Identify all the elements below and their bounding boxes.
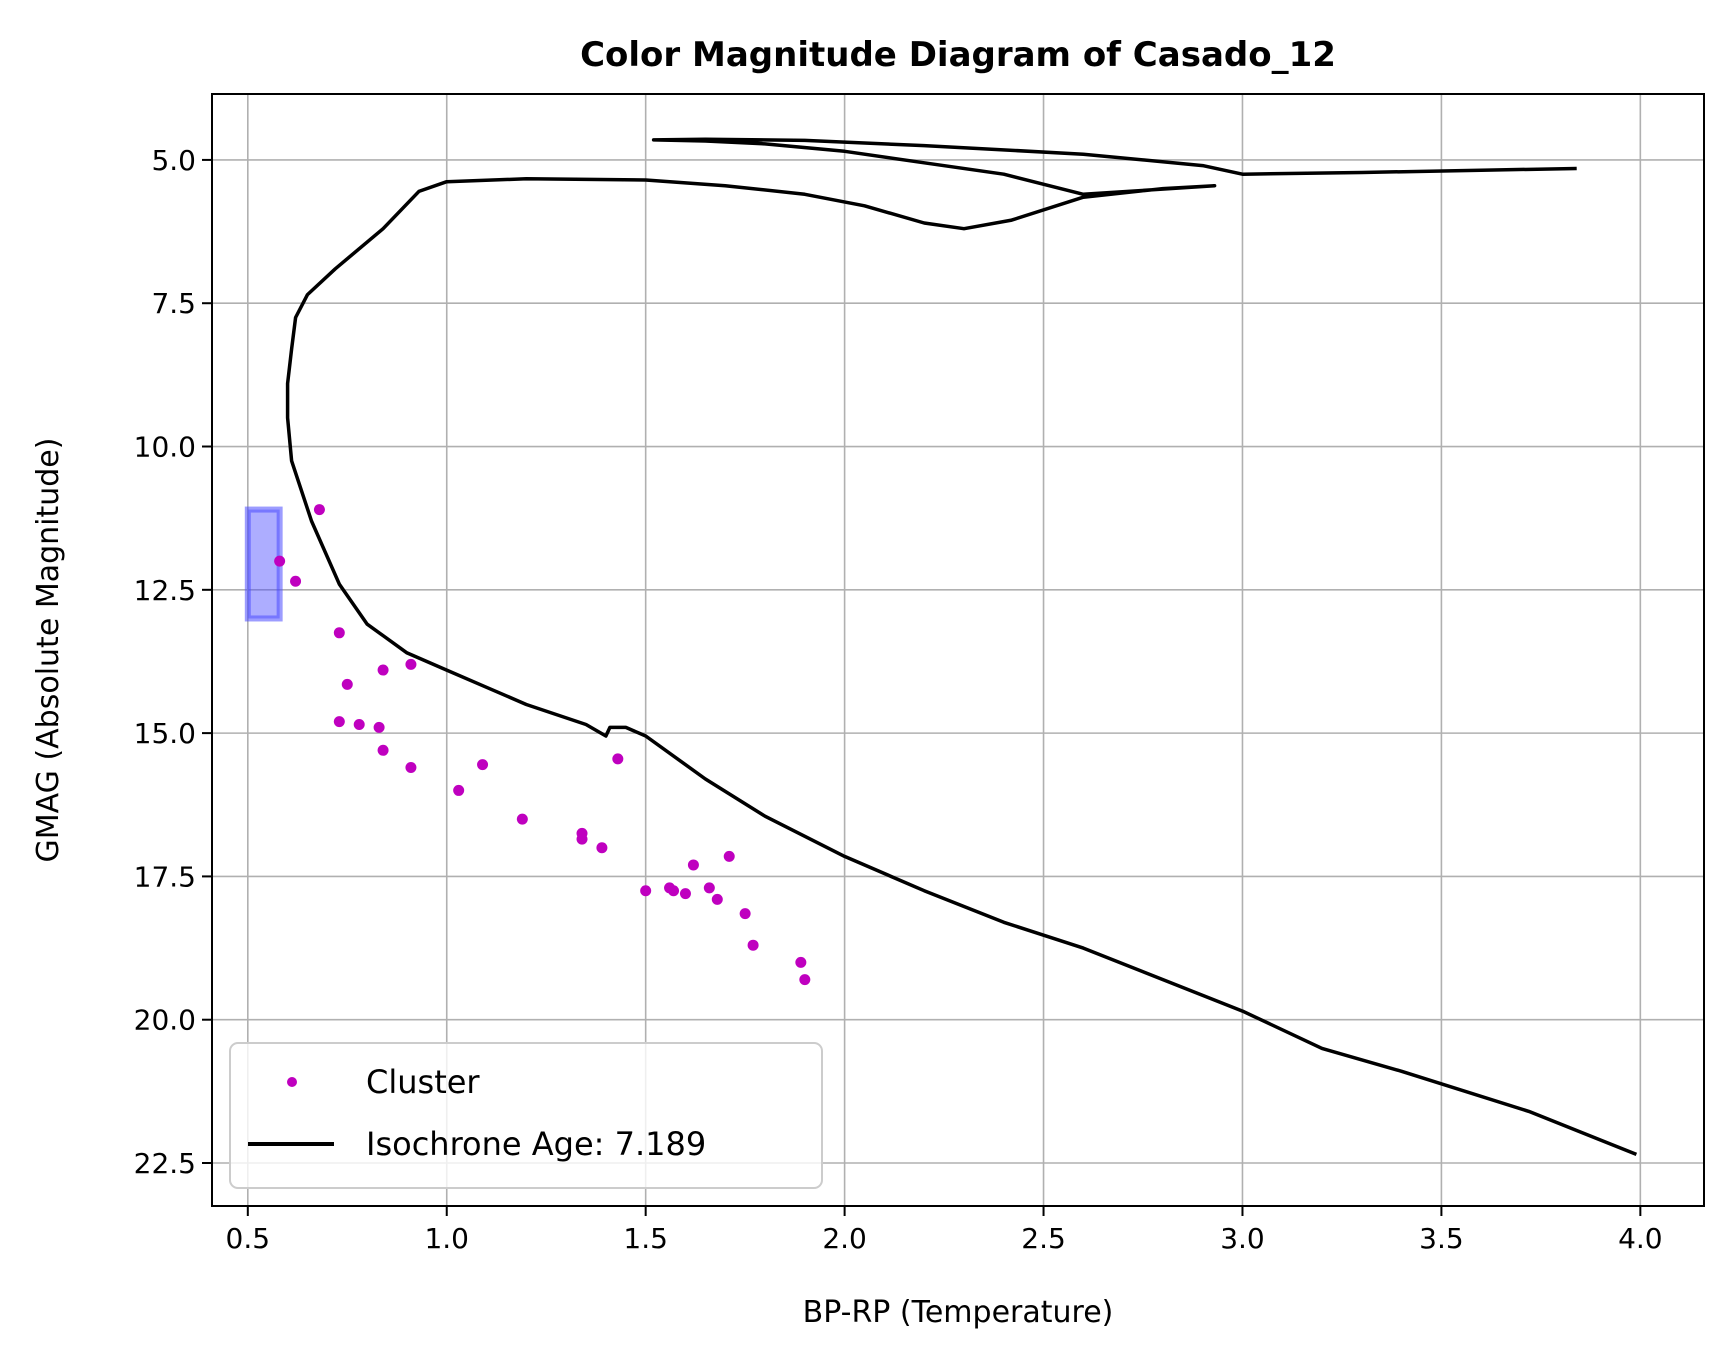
y-tick-label: 17.5 <box>134 860 196 893</box>
cluster-point <box>353 719 365 731</box>
y-axis-ticks: 5.0 7.5 10.0 12.5 15.0 17.5 20.0 22.5 <box>134 144 212 1180</box>
cluster-point <box>333 627 345 639</box>
cluster-point <box>576 833 588 845</box>
isochrone-series <box>285 137 1638 1157</box>
chart-title: Color Magnitude Diagram of Casado_12 <box>580 35 1336 75</box>
cluster-point <box>405 762 417 774</box>
cluster-point <box>341 678 353 690</box>
x-tick-label: 2.0 <box>822 1222 867 1255</box>
y-tick-label: 12.5 <box>134 574 196 607</box>
legend-box <box>229 1042 823 1189</box>
x-tick-label: 3.5 <box>1419 1222 1464 1255</box>
cluster-point <box>516 813 528 825</box>
cluster-point <box>453 784 465 796</box>
x-tick-label: 3.0 <box>1220 1222 1265 1255</box>
legend: Cluster Isochrone Age: 7.189 <box>229 1042 823 1189</box>
cluster-point <box>668 885 680 897</box>
cluster-point <box>333 716 345 728</box>
x-tick-label: 0.5 <box>226 1222 271 1255</box>
y-tick-label: 15.0 <box>134 717 196 750</box>
cluster-point <box>290 575 302 587</box>
cluster-point <box>596 842 608 854</box>
cluster-series <box>274 504 811 986</box>
cluster-point <box>703 882 715 894</box>
y-tick-label: 20.0 <box>134 1004 196 1037</box>
cluster-point <box>747 939 759 951</box>
plot-frame <box>211 93 1705 1207</box>
cluster-point <box>739 908 751 920</box>
cluster-point <box>405 658 417 670</box>
cluster-point <box>373 721 385 733</box>
x-tick-label: 2.5 <box>1021 1222 1066 1255</box>
x-tick-label: 1.0 <box>424 1222 469 1255</box>
cluster-point <box>377 744 389 756</box>
y-axis-label: GMAG (Absolute Magnitude) <box>31 438 66 863</box>
cluster-point <box>723 850 735 862</box>
highlight-box <box>244 506 283 622</box>
isochrone-line <box>285 137 1638 1157</box>
x-tick-label: 4.0 <box>1618 1222 1663 1255</box>
x-axis-label: BP-RP (Temperature) <box>803 1295 1114 1330</box>
cluster-point <box>477 759 489 771</box>
cluster-point <box>687 859 699 871</box>
y-tick-label: 10.0 <box>134 431 196 464</box>
legend-marker-cluster <box>287 1077 297 1087</box>
x-axis-ticks: 0.5 1.0 1.5 2.0 2.5 3.0 3.5 4.0 <box>226 1206 1663 1255</box>
y-tick-label: 5.0 <box>151 144 196 177</box>
cluster-point <box>612 753 624 765</box>
highlight-box-group <box>244 506 283 622</box>
cluster-point <box>711 893 723 905</box>
cluster-point <box>640 885 652 897</box>
y-tick-label: 22.5 <box>134 1147 196 1180</box>
cluster-point <box>377 664 389 676</box>
cluster-point <box>799 974 811 986</box>
grid <box>212 94 1704 1206</box>
cluster-point <box>313 504 325 516</box>
y-tick-label: 7.5 <box>151 287 196 320</box>
x-tick-label: 1.5 <box>623 1222 668 1255</box>
cluster-point <box>679 888 691 900</box>
legend-label-cluster: Cluster <box>366 1063 480 1101</box>
legend-label-isochrone: Isochrone Age: 7.189 <box>366 1125 706 1163</box>
cluster-point <box>274 555 286 567</box>
cluster-point <box>795 956 807 968</box>
